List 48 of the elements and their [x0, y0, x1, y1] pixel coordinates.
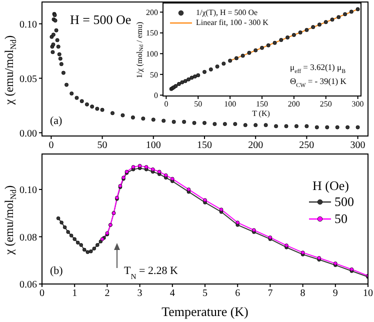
y-tick-label: 0.08 [20, 232, 37, 244]
x-tick-label: 50 [97, 140, 108, 152]
x-tick-label: 300 [350, 140, 366, 152]
legend-label: 50 [334, 210, 348, 227]
annotation: μ$_{eff}$ = 3.62(1) μ$_{B}$ [290, 62, 346, 75]
annotation: (a) [50, 115, 63, 127]
y-tick-label: 0.06 [20, 280, 37, 291]
y-tick-label: 50 [150, 70, 158, 80]
x-axis-title: T (K) [252, 109, 270, 118]
x-tick-label: 100 [224, 100, 236, 109]
x-tick-label: 0 [40, 288, 44, 300]
x-tick-label: 5 [202, 288, 208, 300]
annotation: (b) [50, 265, 64, 277]
y-tick-label: 0.10 [20, 185, 37, 196]
x-tick-label: 250 [299, 140, 314, 152]
y-tick-label: 0.00 [20, 128, 37, 140]
x-tick-label: 1 [72, 288, 78, 300]
legend-label: 1/χ(T), H = 500 Oe [196, 8, 258, 18]
x-tick-label: 150 [256, 100, 268, 109]
y-tick-label: 0 [154, 91, 158, 100]
legend-label: Linear fit, 100 - 300 K [196, 18, 268, 28]
x-tick-label: 300 [352, 100, 364, 109]
y-tick-label: 150 [146, 28, 158, 38]
x-tick-label: 0 [48, 140, 54, 152]
x-tick-label: 50 [194, 100, 202, 109]
annotation: Θ$_{CW}$ = - 39(1) K [290, 76, 348, 89]
x-tick-label: 2 [104, 288, 110, 300]
y-tick-label: 0.05 [20, 74, 37, 85]
x-tick-label: 8 [300, 288, 306, 300]
x-tick-label: 7 [268, 288, 273, 300]
annotation: H = 500 Oe [70, 12, 132, 27]
y-tick-label: 0.10 [20, 19, 37, 30]
y-tick-label: 200 [146, 8, 158, 17]
legend-label: 500 [334, 194, 354, 210]
x-tick-label: 200 [288, 100, 300, 109]
x-tick-label: 9 [332, 288, 338, 300]
x-tick-label: 0 [164, 100, 168, 109]
x-tick-label: 10 [363, 288, 373, 300]
annotation: T$_{N}$ = 2.28 K [124, 265, 178, 280]
legend-title: H (Oe) [312, 178, 350, 194]
x-axis-title: Temperature (K) [162, 304, 248, 319]
x-tick-label: 150 [196, 140, 212, 152]
x-tick-label: 250 [320, 100, 332, 109]
x-tick-label: 200 [248, 140, 264, 152]
y-tick-label: 100 [146, 49, 158, 58]
x-tick-label: 4 [170, 288, 175, 300]
x-tick-label: 3 [137, 288, 142, 300]
x-tick-label: 6 [235, 288, 240, 300]
